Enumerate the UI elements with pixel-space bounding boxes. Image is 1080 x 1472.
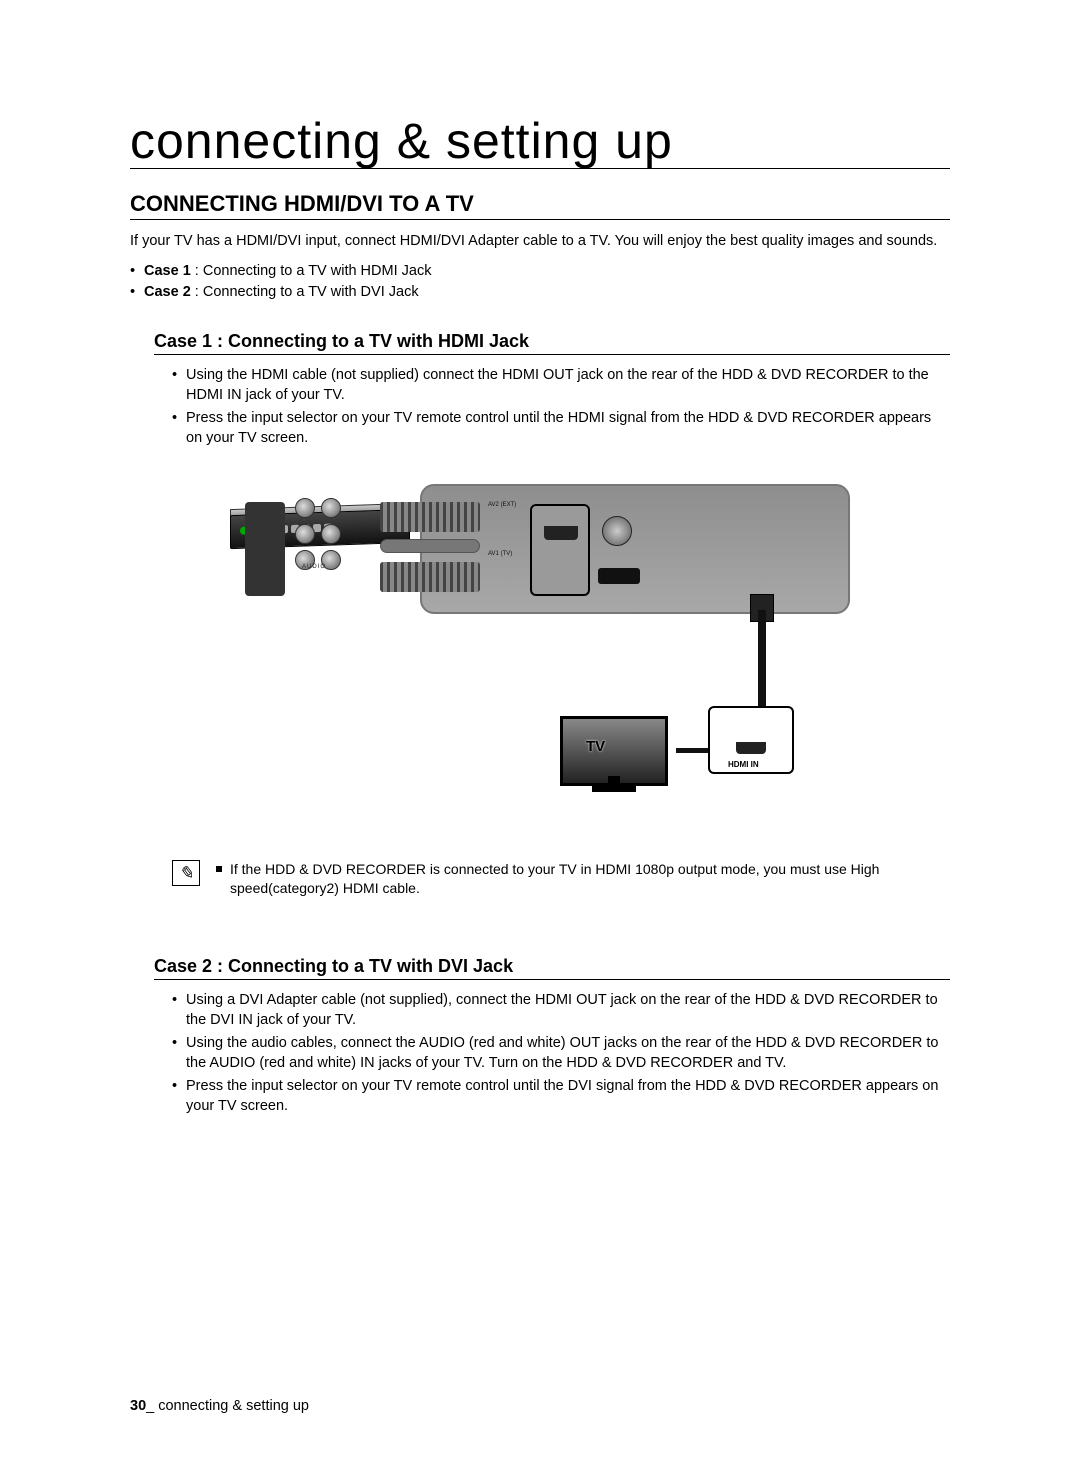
note-row: ✎ If the HDD & DVD RECORDER is connected…: [172, 860, 950, 898]
av-labels: AV2 (EXT) AV1 (TV): [488, 502, 518, 557]
case-label: Case 2: [144, 284, 191, 300]
tv-stand-icon: [592, 784, 636, 792]
case-text: : Connecting to a TV with DVI Jack: [191, 284, 419, 300]
panel-block-icon: [245, 502, 285, 596]
chapter-title: connecting & setting up: [130, 115, 950, 169]
tv-label: TV: [586, 738, 605, 755]
hdmi-in-port-icon: [736, 742, 766, 754]
audio-jacks-icon: [295, 498, 365, 598]
hdmi-in-label: HDMI IN: [728, 760, 759, 769]
intro-paragraph: If your TV has a HDMI/DVI input, connect…: [130, 232, 950, 252]
page-footer: 30_ connecting & setting up: [130, 1398, 309, 1414]
vent-icon: [380, 562, 480, 592]
footer-running-title: connecting & setting up: [158, 1398, 309, 1414]
bullet-item: Using the HDMI cable (not supplied) conn…: [172, 365, 950, 405]
hdmi-out-port-icon: [544, 526, 578, 540]
case2-bullets: Using a DVI Adapter cable (not supplied)…: [172, 990, 950, 1116]
vent-icon: [380, 502, 480, 532]
footer-separator: _: [146, 1398, 158, 1414]
scart-icon: [380, 539, 480, 553]
cases-summary-list: Case 1 : Connecting to a TV with HDMI Ja…: [130, 261, 950, 303]
page-number: 30: [130, 1398, 146, 1414]
av2-label: AV2 (EXT): [488, 502, 518, 509]
power-port-icon: [598, 568, 640, 584]
manual-page: connecting & setting up CONNECTING HDMI/…: [0, 0, 1080, 1186]
coax-icon: [602, 516, 632, 546]
bullet-item: Press the input selector on your TV remo…: [172, 1076, 950, 1116]
hdmi-cable-icon: [758, 610, 766, 698]
bullet-item: Press the input selector on your TV remo…: [172, 408, 950, 448]
diagram-canvas: AUDIO AV2 (EXT) AV1 (TV) TV: [230, 484, 850, 814]
section-title: CONNECTING HDMI/DVI TO A TV: [130, 191, 950, 220]
connection-diagram: AUDIO AV2 (EXT) AV1 (TV) TV: [130, 484, 950, 814]
av1-label: AV1 (TV): [488, 551, 518, 558]
hdmi-out-highlight-icon: [530, 504, 590, 596]
recorder-back-panel-icon: [420, 484, 850, 614]
case-summary-item: Case 2 : Connecting to a TV with DVI Jac…: [130, 282, 950, 303]
case-summary-item: Case 1 : Connecting to a TV with HDMI Ja…: [130, 261, 950, 282]
bullet-item: Using the audio cables, connect the AUDI…: [172, 1033, 950, 1073]
case2-title: Case 2 : Connecting to a TV with DVI Jac…: [154, 956, 950, 980]
note-icon: ✎: [172, 860, 200, 886]
audio-label: AUDIO: [302, 564, 326, 570]
note-text: If the HDD & DVD RECORDER is connected t…: [216, 860, 950, 898]
case-text: : Connecting to a TV with HDMI Jack: [191, 263, 432, 279]
case-label: Case 1: [144, 263, 191, 279]
case1-title: Case 1 : Connecting to a TV with HDMI Ja…: [154, 331, 950, 355]
bullet-item: Using a DVI Adapter cable (not supplied)…: [172, 990, 950, 1030]
case1-bullets: Using the HDMI cable (not supplied) conn…: [172, 365, 950, 448]
